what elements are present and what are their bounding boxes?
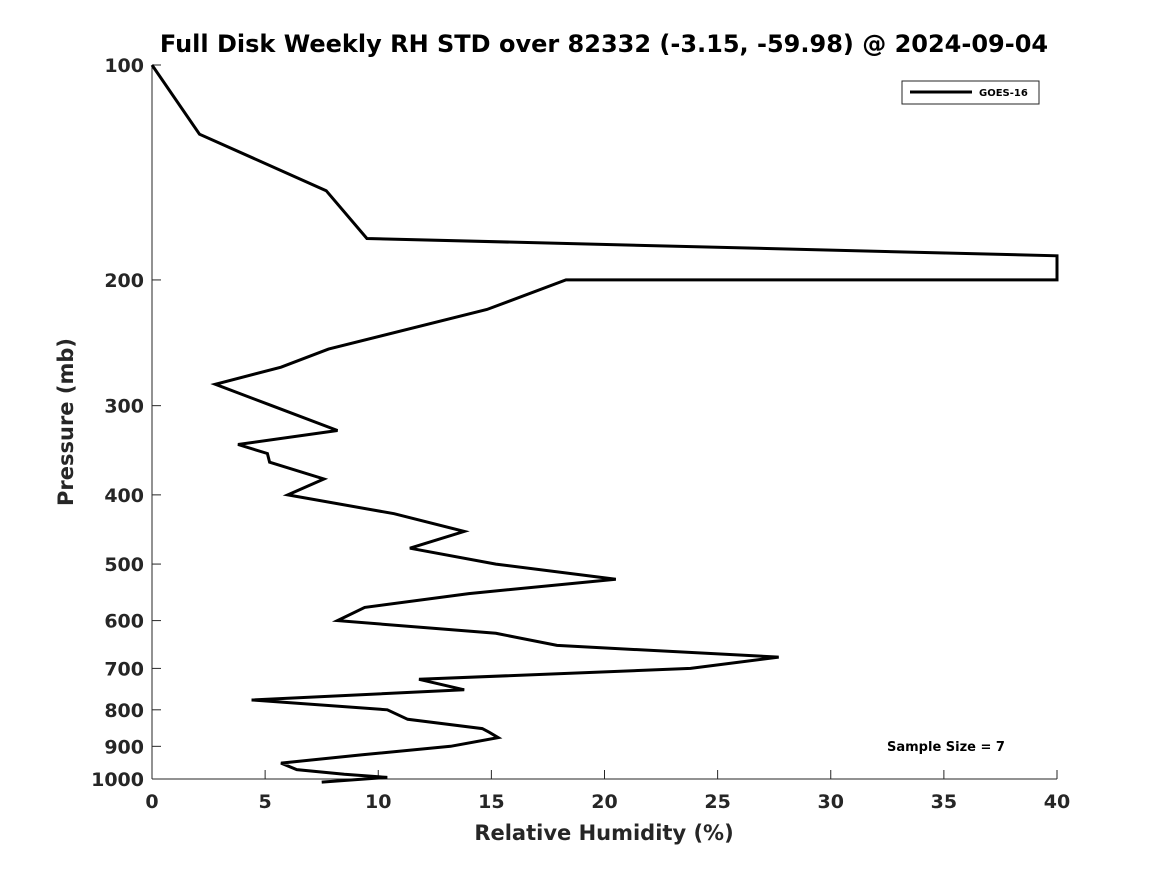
x-tick-label: 15 xyxy=(478,791,504,813)
legend-entry-goes-16: GOES-16 xyxy=(979,88,1028,99)
sample-size-annotation: Sample Size = 7 xyxy=(887,740,1005,755)
x-tick-label: 5 xyxy=(259,791,272,813)
y-tick-label: 300 xyxy=(104,396,144,418)
y-tick-label: 700 xyxy=(104,658,144,680)
y-tick-label: 100 xyxy=(104,55,144,77)
series-line-goes-16 xyxy=(150,64,1059,784)
x-axis-label: Relative Humidity (%) xyxy=(474,821,733,845)
y-tick-label: 800 xyxy=(104,700,144,722)
x-tick-label: 20 xyxy=(591,791,617,813)
chart-title: Full Disk Weekly RH STD over 82332 (-3.1… xyxy=(160,30,1048,58)
y-tick-label: 900 xyxy=(104,736,144,758)
x-tick-label: 0 xyxy=(145,791,158,813)
legend: GOES-16 xyxy=(901,80,1040,105)
x-tick-group: 0 5 10 15 20 25 30 35 40 xyxy=(145,770,1070,813)
x-tick-label: 35 xyxy=(931,791,957,813)
x-tick-label: 40 xyxy=(1044,791,1070,813)
y-tick-label: 200 xyxy=(104,270,144,292)
x-tick-label: 25 xyxy=(704,791,730,813)
y-tick-label: 400 xyxy=(104,485,144,507)
y-tick-label: 1000 xyxy=(91,769,144,791)
x-tick-label: 10 xyxy=(365,791,391,813)
y-tick-label: 500 xyxy=(104,554,144,576)
y-axis-label: Pressure (mb) xyxy=(54,338,78,506)
y-tick-group: 100 200 300 400 500 600 700 800 900 1000 xyxy=(91,55,161,791)
y-tick-label: 600 xyxy=(104,611,144,633)
x-tick-label: 30 xyxy=(818,791,844,813)
